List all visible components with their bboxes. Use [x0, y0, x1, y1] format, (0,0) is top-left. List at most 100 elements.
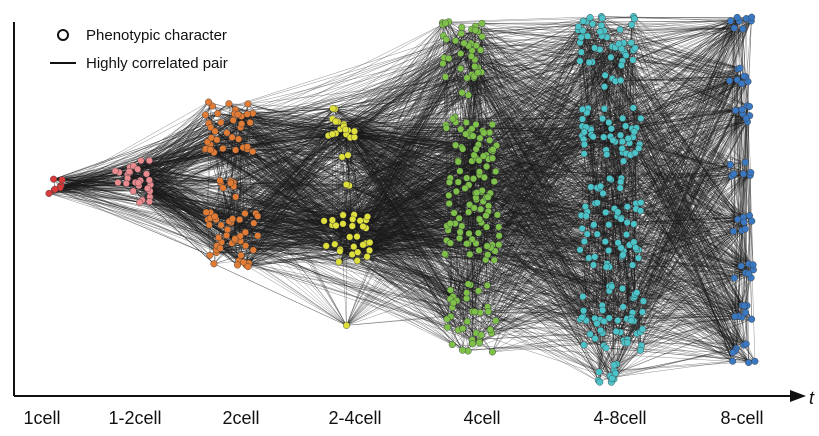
correlation-edge	[642, 328, 737, 349]
correlation-edge	[238, 114, 450, 183]
correlation-edge	[486, 67, 740, 156]
correlation-edge	[205, 49, 481, 150]
correlation-edge	[609, 286, 748, 306]
correlation-edge	[491, 332, 755, 362]
correlation-edge	[232, 137, 482, 193]
correlation-edge	[478, 215, 750, 292]
correlation-edge	[150, 184, 339, 263]
correlation-edge	[583, 21, 743, 318]
correlation-edge	[631, 24, 745, 223]
correlation-edge	[233, 158, 489, 187]
correlation-edge	[117, 173, 147, 183]
correlation-edge	[366, 256, 600, 383]
correlation-edge	[345, 129, 451, 317]
correlation-edge	[252, 151, 483, 191]
correlation-edge	[60, 185, 228, 230]
correlation-edge	[492, 158, 736, 352]
correlation-edge	[139, 202, 217, 250]
correlation-edge	[496, 79, 738, 146]
correlation-edge	[610, 318, 752, 377]
correlation-edge	[486, 20, 740, 198]
correlation-edge	[244, 190, 483, 214]
correlation-edge	[222, 74, 473, 149]
correlation-edge	[142, 199, 238, 266]
correlation-edge	[605, 241, 734, 353]
correlation-edge	[443, 35, 734, 353]
correlation-edge	[625, 125, 752, 320]
correlation-edge	[626, 76, 746, 235]
correlation-edge	[634, 18, 732, 177]
correlation-edge	[459, 17, 738, 239]
correlation-edge	[602, 17, 738, 81]
correlation-edge	[626, 55, 738, 81]
correlation-edge	[54, 189, 210, 256]
correlation-edge	[631, 42, 738, 81]
correlation-edge	[623, 68, 741, 341]
correlation-edge	[474, 20, 752, 209]
correlation-edge	[233, 59, 475, 187]
correlation-edge	[343, 21, 587, 127]
correlation-edge	[494, 181, 736, 317]
correlation-edge	[452, 80, 730, 308]
correlation-edge	[461, 23, 593, 34]
correlation-edge	[245, 245, 347, 326]
correlation-edge	[631, 219, 738, 318]
correlation-edge	[452, 265, 742, 297]
correlation-edge	[54, 188, 211, 219]
correlation-edge	[332, 22, 443, 135]
correlation-edge	[247, 50, 473, 105]
correlation-edge	[48, 193, 246, 233]
correlation-edge	[343, 42, 581, 125]
correlation-edge	[53, 113, 235, 180]
correlation-edge	[227, 196, 489, 230]
correlation-edge	[469, 135, 748, 306]
correlation-edge	[362, 226, 584, 317]
correlation-edge	[620, 113, 743, 189]
correlation-edge	[338, 261, 600, 373]
correlation-edge	[211, 66, 475, 151]
correlation-edge	[347, 141, 623, 156]
correlation-edge	[602, 17, 749, 82]
correlation-edge	[213, 263, 347, 326]
correlation-edge	[475, 26, 633, 61]
correlation-edge	[48, 193, 221, 249]
correlation-edge	[446, 23, 593, 40]
correlation-edge	[53, 113, 248, 180]
correlation-edge	[469, 204, 733, 362]
correlation-edge	[612, 344, 744, 379]
correlation-edge	[216, 131, 470, 246]
correlation-edge	[492, 320, 587, 353]
correlation-edge	[60, 122, 209, 186]
correlation-edge	[579, 42, 743, 110]
correlation-edge	[471, 50, 734, 175]
correlation-edge	[338, 261, 482, 336]
correlation-edge	[54, 188, 244, 263]
correlation-edge	[442, 17, 603, 23]
correlation-edge	[211, 33, 462, 139]
correlation-edge	[247, 71, 482, 115]
correlation-edge	[238, 45, 477, 140]
correlation-edge	[481, 36, 750, 265]
correlation-edge	[349, 50, 634, 238]
correlation-edge	[48, 113, 248, 194]
correlation-edge	[490, 247, 744, 346]
correlation-edge	[621, 218, 749, 274]
correlation-edge	[234, 238, 448, 328]
correlation-edge	[53, 178, 239, 262]
correlation-edge	[481, 334, 614, 380]
correlation-edge	[487, 306, 739, 317]
correlation-edge	[54, 188, 219, 238]
correlation-edge	[613, 228, 746, 380]
correlation-edge	[578, 26, 734, 353]
correlation-edge	[208, 31, 478, 124]
correlation-edge	[211, 137, 446, 255]
correlation-edge	[126, 183, 347, 326]
correlation-edge	[126, 183, 217, 253]
correlation-edge	[488, 79, 738, 160]
correlation-edge	[341, 23, 593, 158]
correlation-edge	[620, 134, 746, 163]
correlation-edge	[222, 187, 453, 345]
correlation-edge	[620, 18, 747, 30]
correlation-edge	[481, 222, 612, 383]
